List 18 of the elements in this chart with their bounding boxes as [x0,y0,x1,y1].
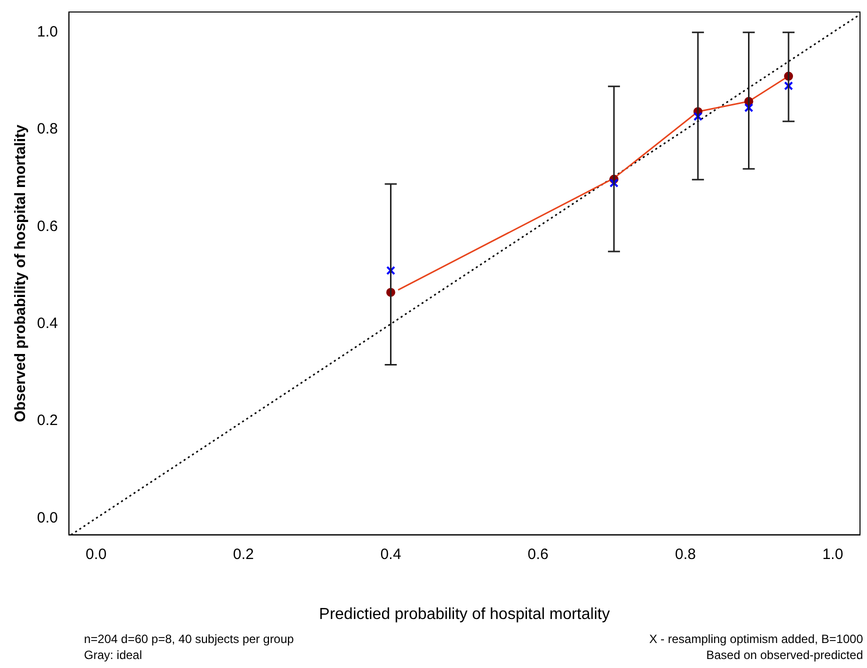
text: Gray: ideal [84,648,142,662]
x-tick-label: 1.0 [822,546,844,563]
y-tick-label: 0.4 [36,315,58,332]
y-axis-title: Observed probability of hospital mortality [12,124,30,422]
y-tick-label: 0.6 [36,218,58,235]
x-tick-label: 0.6 [528,546,549,563]
y-tick-label: 1.0 [36,24,58,41]
y-tick-label: 0.2 [36,412,58,430]
y-tick-label: 0.8 [36,120,58,138]
x-tick-label: 0.4 [380,546,402,563]
y-tick-label: 0.0 [36,509,58,526]
x-tick-label: 0.8 [674,546,696,563]
text: Based on observed-predicted [706,648,863,662]
text: n=204 d=60 p=8, 40 subjects per group [84,632,294,646]
text: X - resampling optimism added, B=1000 [649,632,863,646]
x-tick-label: 0.0 [86,546,107,563]
x-axis-title: Predictied probability of hospital mortality [319,606,610,623]
x-tick-label: 0.2 [233,546,254,563]
